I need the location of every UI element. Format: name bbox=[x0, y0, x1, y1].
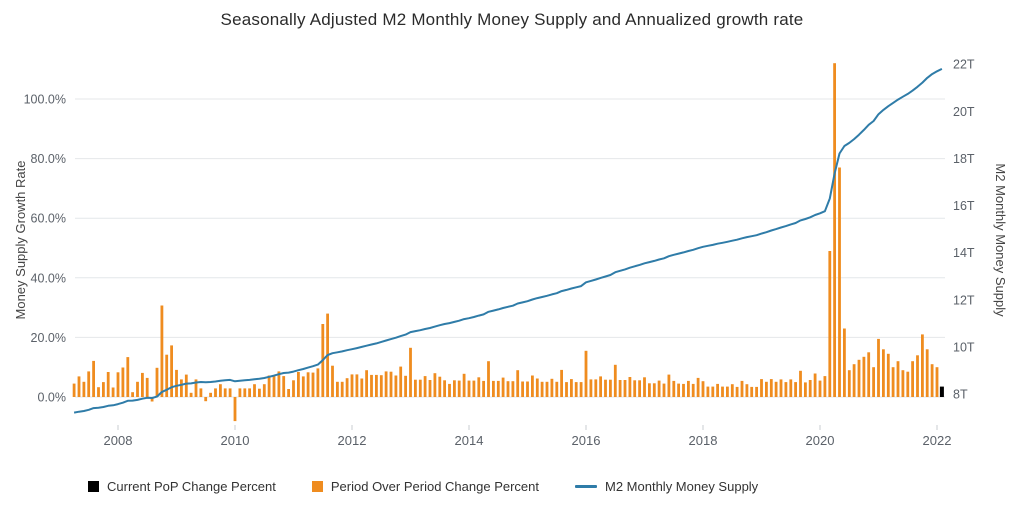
chart-title: Seasonally Adjusted M2 Monthly Money Sup… bbox=[220, 10, 804, 29]
y-left-tick-label: 40.0% bbox=[31, 271, 66, 285]
y-left-tick-label: 20.0% bbox=[31, 331, 66, 345]
pop-change-bars bbox=[72, 63, 939, 422]
y-left-tick-label: 100.0% bbox=[24, 93, 66, 107]
x-tick-label: 2020 bbox=[806, 433, 835, 448]
y-right-tick-label: 14T bbox=[953, 246, 975, 260]
chart-plot-area: 0.0% 20.0% 40.0% 60.0% 80.0% 100.0% 8T 10T 12T 14… bbox=[24, 58, 975, 448]
x-tick-label: 2016 bbox=[572, 433, 601, 448]
y-right-tick-label: 12T bbox=[953, 293, 975, 307]
legend-item-m2-supply[interactable]: M2 Monthly Money Supply bbox=[575, 479, 758, 494]
x-tick-label: 2022 bbox=[923, 433, 952, 448]
period-over-period-swatch-icon bbox=[311, 481, 323, 492]
x-tick-label: 2012 bbox=[338, 433, 367, 448]
legend-label: Period Over Period Change Percent bbox=[330, 479, 539, 494]
current-pop-bar bbox=[939, 386, 944, 397]
legend-label: M2 Monthly Money Supply bbox=[605, 479, 759, 494]
legend-label: Current PoP Change Percent bbox=[107, 479, 276, 494]
y-right-tick-label: 8T bbox=[953, 388, 968, 402]
current-pop-swatch-icon bbox=[88, 481, 99, 492]
m2-supply-line bbox=[73, 68, 943, 414]
m2-supply-line-swatch-icon bbox=[575, 485, 597, 488]
y-right-tick-label: 10T bbox=[953, 340, 975, 354]
y-right-tick-label: 20T bbox=[953, 105, 975, 119]
y-right-axis-title: M2 Monthly Money Supply bbox=[993, 163, 1008, 317]
x-tick-label: 2014 bbox=[455, 433, 484, 448]
y-right-tick-label: 16T bbox=[953, 199, 975, 213]
x-tick-label: 2008 bbox=[104, 433, 133, 448]
legend-item-period-over-period[interactable]: Period Over Period Change Percent bbox=[311, 479, 539, 494]
y-right-tick-label: 18T bbox=[953, 152, 975, 166]
legend: Current PoP Change Percent Period Over P… bbox=[88, 479, 758, 494]
y-left-tick-label: 60.0% bbox=[31, 212, 66, 226]
y-left-tick-label: 80.0% bbox=[31, 152, 66, 166]
y-left-tick-label: 0.0% bbox=[38, 391, 67, 405]
x-tick-label: 2018 bbox=[689, 433, 718, 448]
legend-item-current-pop[interactable]: Current PoP Change Percent bbox=[88, 479, 276, 494]
y-right-tick-label: 22T bbox=[953, 58, 975, 72]
x-tick-label: 2010 bbox=[221, 433, 250, 448]
y-left-axis-title: Money Supply Growth Rate bbox=[13, 161, 28, 320]
